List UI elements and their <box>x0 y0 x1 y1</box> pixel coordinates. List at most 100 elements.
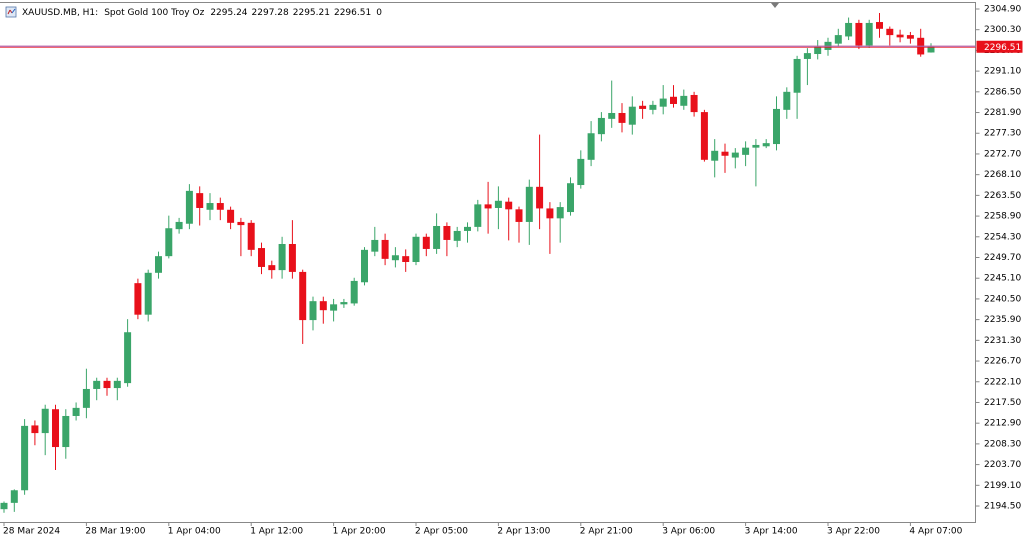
x-tick-label: 2 Apr 13:00 <box>497 527 550 536</box>
candle-body <box>474 204 482 227</box>
chart-header: XAUUSD.MB, H1: Spot Gold 100 Troy Oz 2295.… <box>22 8 382 18</box>
candle-body <box>762 143 770 147</box>
header-open: 2295.24 <box>210 8 247 18</box>
y-tick-label: 2203.70 <box>984 460 1021 470</box>
candle-body <box>175 221 183 230</box>
y-tick-label: 2245.10 <box>984 274 1021 284</box>
candle-body <box>536 186 544 209</box>
candle-body <box>731 152 739 158</box>
candle-body <box>247 222 255 250</box>
candle-body <box>721 151 729 156</box>
y-tick-label: 2291.10 <box>984 67 1021 77</box>
y-tick-label: 2286.50 <box>984 87 1021 97</box>
candle-body <box>845 22 853 37</box>
candle-body <box>340 302 348 305</box>
candle-body <box>639 105 647 109</box>
y-tick-label: 2263.50 <box>984 191 1021 201</box>
x-tick-label: 1 Apr 12:00 <box>250 527 303 536</box>
candle-body <box>628 106 636 125</box>
candle-body <box>618 112 626 123</box>
price-label: 2296.51 <box>984 43 1021 53</box>
candle-body <box>690 94 698 113</box>
candle-body <box>31 425 39 434</box>
candle-body <box>216 203 224 210</box>
candle-body <box>237 221 245 226</box>
y-tick-label: 2208.30 <box>984 439 1021 449</box>
candle-body <box>72 407 80 416</box>
candle-body <box>464 226 471 231</box>
y-tick-label: 2258.90 <box>984 212 1021 222</box>
candle-body <box>597 117 605 135</box>
y-tick-label: 2240.50 <box>984 294 1021 304</box>
candle-body <box>391 255 399 261</box>
candle-body <box>556 207 564 219</box>
candle-body <box>659 98 667 107</box>
price-label-box <box>976 40 1023 53</box>
candle-body <box>196 193 204 208</box>
y-tick-label: 2249.70 <box>984 253 1021 263</box>
candle-body <box>258 248 265 267</box>
candle-body <box>0 502 8 510</box>
y-tick-label: 2194.50 <box>984 502 1021 512</box>
candle-body <box>443 225 451 240</box>
candle-body <box>412 236 420 263</box>
candle-body <box>865 22 873 46</box>
y-tick-label: 2304.90 <box>984 4 1021 14</box>
x-tick-label: 3 Apr 14:00 <box>745 527 798 536</box>
candle-body <box>227 209 235 223</box>
chart-title: XAUUSD.MB, H1: <box>22 8 98 18</box>
y-tick-label: 2199.10 <box>984 481 1021 491</box>
x-tick-label: 28 Mar 19:00 <box>85 527 145 536</box>
candle-body <box>299 271 307 321</box>
candle-body <box>433 225 441 249</box>
header-spread: 0 <box>376 8 382 18</box>
x-tick-label: 4 Apr 07:00 <box>909 527 962 536</box>
candle-body <box>711 150 719 161</box>
x-tick-label: 3 Apr 22:00 <box>827 527 880 536</box>
candle-body <box>783 91 791 110</box>
y-tick-label: 2277.30 <box>984 129 1021 139</box>
candle-body <box>113 380 121 389</box>
x-tick-label: 3 Apr 06:00 <box>662 527 715 536</box>
candle-body <box>886 28 894 36</box>
candle-body <box>577 158 585 186</box>
candle-body <box>670 96 677 104</box>
shift-marker[interactable] <box>771 3 779 8</box>
y-tick-label: 2231.30 <box>984 336 1021 346</box>
candle-body <box>742 147 750 155</box>
candle-body <box>41 408 49 434</box>
candle-body <box>268 265 276 271</box>
candle-body <box>319 301 327 311</box>
candle-body <box>381 239 389 259</box>
candle-body <box>793 58 801 93</box>
plot-area <box>0 13 935 513</box>
candle-body <box>134 283 142 315</box>
candle-body <box>567 183 574 213</box>
candle-body <box>82 388 90 408</box>
header-high: 2297.28 <box>252 8 289 18</box>
y-tick-label: 2268.10 <box>984 170 1021 180</box>
y-tick-label: 2222.10 <box>984 377 1021 387</box>
candle-body <box>309 301 317 321</box>
candle-body <box>680 95 688 106</box>
candle-body <box>773 108 780 145</box>
y-tick-label: 2212.90 <box>984 419 1021 429</box>
candle-body <box>206 203 214 210</box>
candle-body <box>52 409 59 448</box>
candle-body <box>124 332 132 384</box>
candle-body <box>876 22 883 29</box>
y-tick-label: 2272.70 <box>984 149 1021 159</box>
candle-body <box>927 46 935 53</box>
candle-body <box>494 200 502 208</box>
header-low: 2295.21 <box>293 8 330 18</box>
y-tick-label: 2217.50 <box>984 398 1021 408</box>
candle-body <box>752 144 760 148</box>
candle-body <box>484 204 492 209</box>
candle-body <box>855 22 863 46</box>
candle-body <box>546 208 554 219</box>
x-tick-label: 1 Apr 20:00 <box>333 527 386 536</box>
candle-body <box>896 34 904 38</box>
candle-body <box>288 243 296 272</box>
